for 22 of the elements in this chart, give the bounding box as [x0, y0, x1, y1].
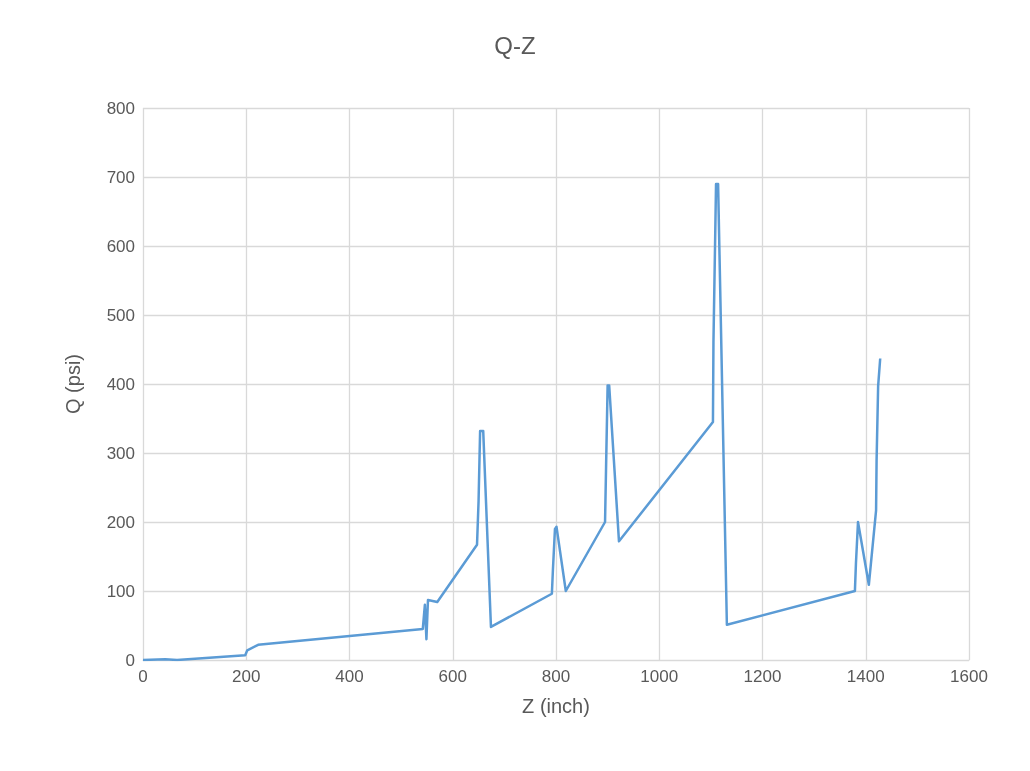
- x-tick-label: 600: [438, 667, 467, 686]
- x-tick-label: 800: [541, 667, 571, 686]
- y-tick-label: 0: [125, 650, 135, 670]
- x-tick-label: 1200: [743, 667, 782, 686]
- x-tick-label: 1400: [846, 667, 885, 686]
- x-tick-label: 0: [138, 667, 148, 686]
- chart-title: Q-Z: [494, 31, 536, 59]
- y-tick-label: 600: [106, 236, 135, 256]
- x-tick-label: 1000: [640, 667, 679, 686]
- y-axis-title: Q (psi): [62, 354, 84, 414]
- y-tick-label: 200: [106, 512, 135, 532]
- x-tick-label: 400: [335, 667, 364, 686]
- x-axis-title: Z (inch): [522, 695, 590, 717]
- y-tick-label: 300: [106, 443, 135, 463]
- y-tick-label: 500: [106, 305, 135, 325]
- x-tick-label: 200: [232, 667, 261, 686]
- y-tick-label: 700: [106, 167, 135, 187]
- line-series: [141, 182, 882, 662]
- y-tick-label: 800: [106, 98, 135, 118]
- x-tick-label: 1600: [950, 667, 988, 686]
- y-tick-label: 400: [106, 374, 135, 394]
- y-tick-label: 100: [106, 581, 135, 601]
